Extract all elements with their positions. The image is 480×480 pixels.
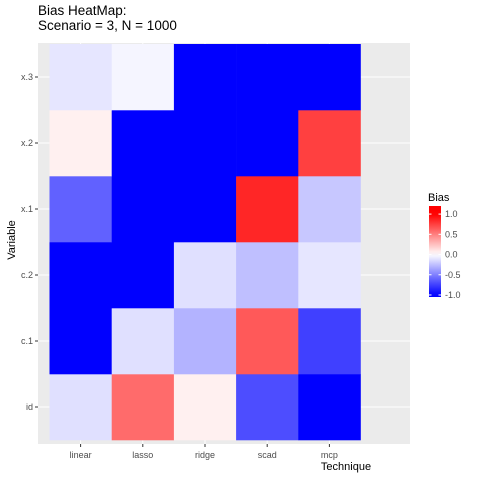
y-tick-label: c.2 [21,270,33,280]
legend-tick-label: 0.5 [445,229,458,239]
chart-subtitle: Scenario = 3, N = 1000 [38,18,177,33]
heatmap-cell [298,242,361,309]
heatmap-cell [49,176,112,243]
heatmap-cell [173,110,237,177]
y-tick-label: x.3 [21,72,33,82]
heatmap-cell [298,110,361,177]
heatmap-cell [298,308,361,375]
heatmap-cell [236,176,299,243]
x-tick-label: ridge [195,450,215,460]
heatmap-cell [173,242,237,309]
legend-colorbar [429,206,441,297]
heatmap-cell [49,374,112,441]
x-axis-title: Technique [320,461,372,473]
heatmap-cell [236,374,299,441]
heatmap-cell [111,110,175,177]
heatmap-cell [173,374,237,441]
heatmap-cell [111,308,175,375]
heatmap-cell [111,176,175,243]
heatmap-cell [49,110,112,177]
heatmap-cell [49,242,112,309]
heatmap-cell [173,308,237,375]
heatmap-cell [173,44,237,111]
heatmap-cell [236,308,299,375]
x-tick-label: scad [258,450,277,460]
legend-tick-label: 1.0 [445,209,458,219]
heatmap-cell [111,374,175,441]
x-tick-label: mcp [321,450,338,460]
x-tick-label: linear [70,450,92,460]
heatmap-cell [236,242,299,309]
y-tick-label: id [26,402,33,412]
legend-tick-label: -0.5 [445,270,461,280]
y-axis-title: Variable [6,220,18,260]
x-tick-label: lasso [132,450,153,460]
heatmap-cell [173,176,237,243]
heatmap-cell [298,44,361,111]
heatmap-cell [298,176,361,243]
y-tick-label: c.1 [21,336,33,346]
heatmap-cell [298,374,361,441]
heatmap-cell [236,44,299,111]
legend-title: Bias [428,192,450,204]
chart-title: Bias HeatMap: [38,3,127,18]
heatmap-cell [49,44,112,111]
legend-tick-label: 0.0 [445,250,458,260]
y-tick-label: x.1 [21,204,33,214]
heatmap-cell [111,44,175,111]
y-tick-label: x.2 [21,138,33,148]
heatmap-cell [49,308,112,375]
heatmap-cell [236,110,299,177]
heatmap-cell [111,242,175,309]
legend-tick-label: -1.0 [445,290,461,300]
